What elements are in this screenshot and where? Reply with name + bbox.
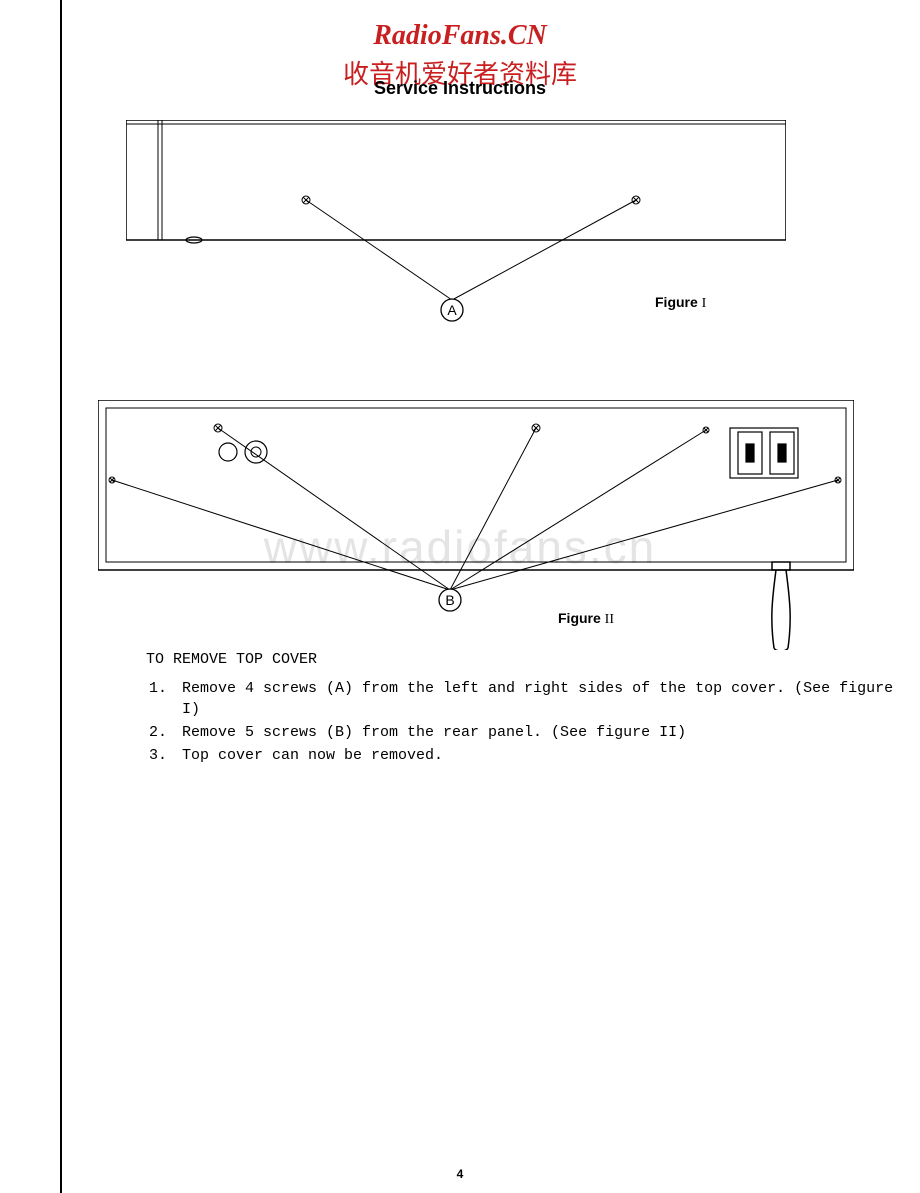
- svg-text:B: B: [445, 592, 454, 608]
- instruction-item: Remove 5 screws (B) from the rear panel.…: [176, 722, 920, 743]
- scan-edge: [60, 0, 62, 1193]
- watermark-title: RadioFans.CN: [0, 20, 920, 52]
- page-container: RadioFans.CN 收音机爱好者资料库 Service Instructi…: [0, 0, 920, 1193]
- figure-2-diagram: B: [98, 400, 854, 650]
- page-title: Service Instructions: [0, 78, 920, 99]
- instructions-block: TO REMOVE TOP COVER Remove 4 screws (A) …: [146, 649, 920, 768]
- figure-1-diagram: A: [126, 120, 786, 330]
- instruction-item: Top cover can now be removed.: [176, 745, 920, 766]
- instructions-heading: TO REMOVE TOP COVER: [146, 649, 920, 670]
- page-number: 4: [0, 1167, 920, 1181]
- svg-text:A: A: [447, 302, 457, 318]
- instruction-item: Remove 4 screws (A) from the left and ri…: [176, 678, 920, 720]
- instructions-list: Remove 4 screws (A) from the left and ri…: [146, 678, 920, 766]
